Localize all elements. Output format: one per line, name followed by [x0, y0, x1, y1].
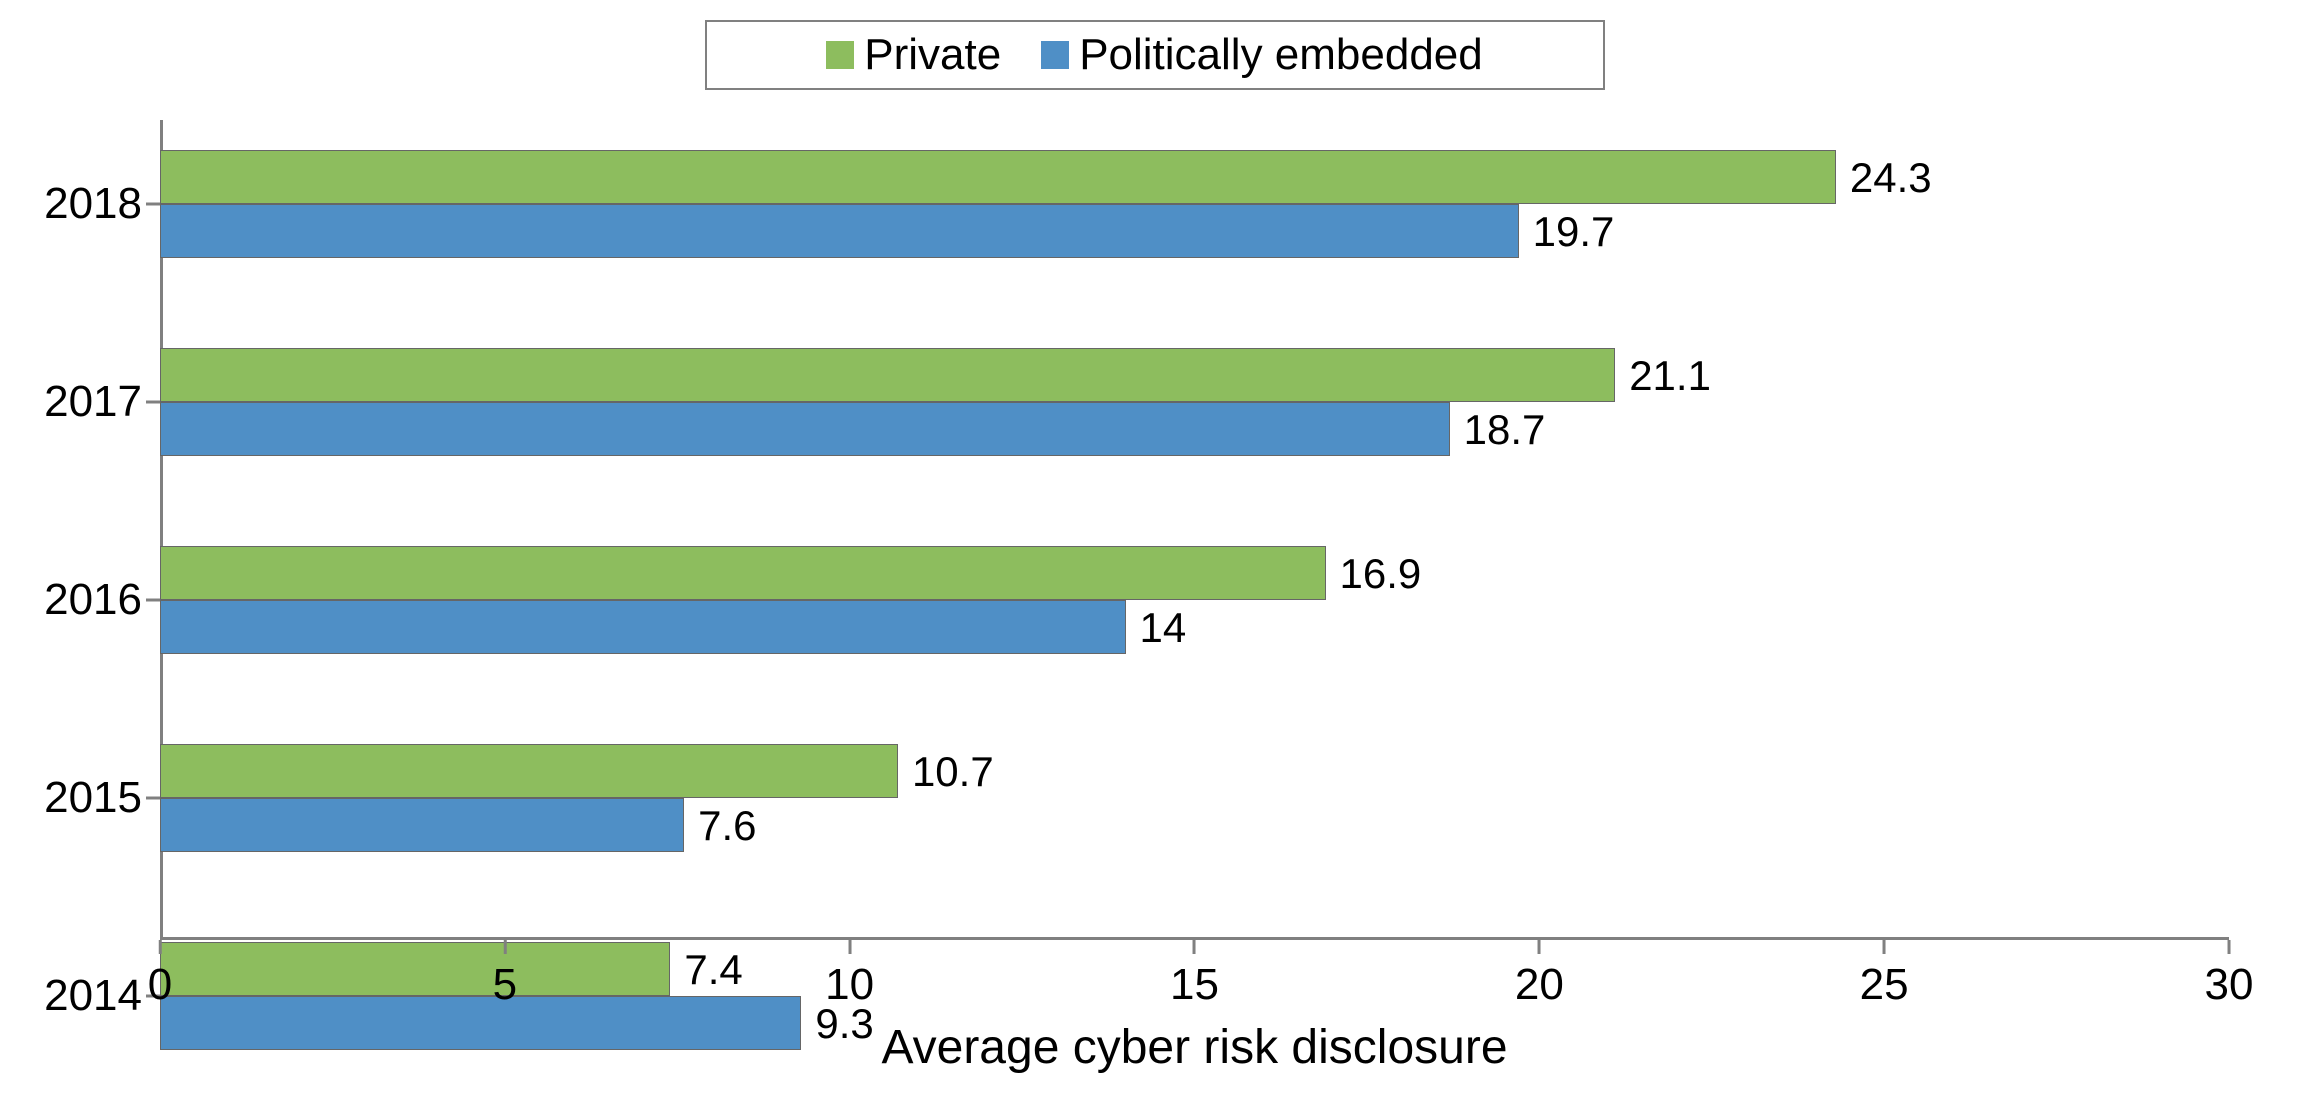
legend: Private Politically embedded	[705, 20, 1605, 90]
bar	[160, 402, 1450, 456]
x-tick: 20	[1515, 940, 1564, 1010]
x-tick: 0	[148, 940, 172, 1010]
bar	[160, 150, 1836, 204]
x-tick: 10	[825, 940, 874, 1010]
x-axis: 051015202530	[160, 940, 2229, 1010]
bar	[160, 744, 898, 798]
legend-label-political: Politically embedded	[1079, 30, 1483, 80]
bar	[160, 546, 1326, 600]
y-tick-label: 2015	[44, 773, 142, 823]
legend-item-political: Politically embedded	[1041, 30, 1483, 80]
x-tick-mark	[158, 940, 161, 954]
bar-value-label: 7.6	[698, 802, 756, 850]
y-tick-mark	[146, 797, 160, 800]
x-tick-label: 30	[2205, 960, 2254, 1010]
plot-area: 201824.319.7201721.118.7201616.914201510…	[160, 120, 2229, 940]
x-tick-label: 10	[825, 960, 874, 1010]
x-tick-mark	[2227, 940, 2230, 954]
bar-value-label: 10.7	[912, 748, 994, 796]
x-tick-label: 15	[1170, 960, 1219, 1010]
bar	[160, 600, 1126, 654]
y-tick-mark	[146, 599, 160, 602]
x-tick: 15	[1170, 940, 1219, 1010]
x-tick-mark	[1883, 940, 1886, 954]
x-tick-label: 5	[493, 960, 517, 1010]
y-tick-label: 2014	[44, 971, 142, 1021]
x-tick-mark	[1193, 940, 1196, 954]
x-tick-mark	[1538, 940, 1541, 954]
x-tick: 5	[493, 940, 517, 1010]
y-tick-label: 2016	[44, 575, 142, 625]
y-tick-mark	[146, 203, 160, 206]
x-tick-mark	[503, 940, 506, 954]
bar-value-label: 18.7	[1464, 406, 1546, 454]
y-tick-label: 2017	[44, 377, 142, 427]
bar-value-label: 16.9	[1340, 550, 1422, 598]
bar	[160, 798, 684, 852]
y-tick-mark	[146, 401, 160, 404]
x-tick: 30	[2205, 940, 2254, 1010]
x-tick-label: 25	[1860, 960, 1909, 1010]
legend-swatch-political	[1041, 41, 1069, 69]
chart-container: Private Politically embedded 2018 24.3 19.…	[20, 20, 2289, 1086]
bar	[160, 348, 1615, 402]
legend-swatch-private	[826, 41, 854, 69]
legend-label-private: Private	[864, 30, 1001, 80]
bar-value-label: 24.3	[1850, 154, 1932, 202]
bar	[160, 204, 1519, 258]
x-tick-label: 0	[148, 960, 172, 1010]
x-tick: 25	[1860, 940, 1909, 1010]
bar-value-label: 14	[1140, 604, 1187, 652]
x-tick-mark	[848, 940, 851, 954]
legend-item-private: Private	[826, 30, 1001, 80]
y-tick-label: 2018	[44, 179, 142, 229]
bar-value-label: 19.7	[1533, 208, 1615, 256]
bar-value-label: 21.1	[1629, 352, 1711, 400]
x-tick-label: 20	[1515, 960, 1564, 1010]
